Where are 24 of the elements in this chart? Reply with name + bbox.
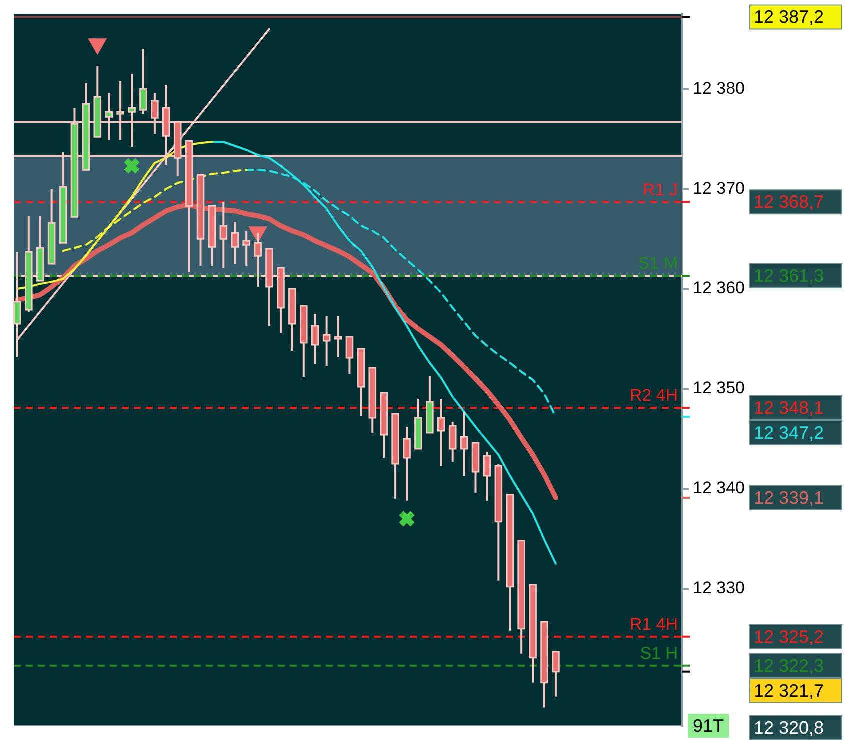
y-tick-label: 12 330	[693, 578, 745, 598]
point	[88, 38, 107, 55]
text: 12 320,8	[754, 718, 824, 738]
ref-line-label: S1 M	[638, 254, 678, 274]
text: 12 321,7	[754, 680, 824, 701]
y-tick-label: 12 370	[693, 178, 745, 198]
ref-line-label: R1 4H	[630, 615, 678, 634]
y-tick-label: 12 380	[693, 78, 745, 98]
ref-line-label: S1 H	[640, 644, 678, 664]
text: 12 347,2	[754, 422, 824, 443]
ref-line-label: R1 J	[643, 180, 678, 200]
y-tick-label: 12 340	[693, 478, 745, 498]
text: 91T	[693, 716, 724, 736]
y-tick-label: 12 360	[693, 278, 745, 298]
ref-line-label: R2 4H	[630, 386, 678, 406]
text: 12 368,7	[754, 192, 824, 212]
text: 12 325,2	[754, 626, 824, 647]
point	[398, 510, 416, 528]
text: 12 361,3	[754, 266, 824, 286]
text: 12 339,1	[754, 488, 824, 508]
text: 12 387,2	[754, 7, 824, 28]
text: 12 348,1	[754, 398, 824, 418]
text: 12 322,3	[754, 656, 824, 676]
y-tick-label: 12 350	[693, 378, 745, 398]
